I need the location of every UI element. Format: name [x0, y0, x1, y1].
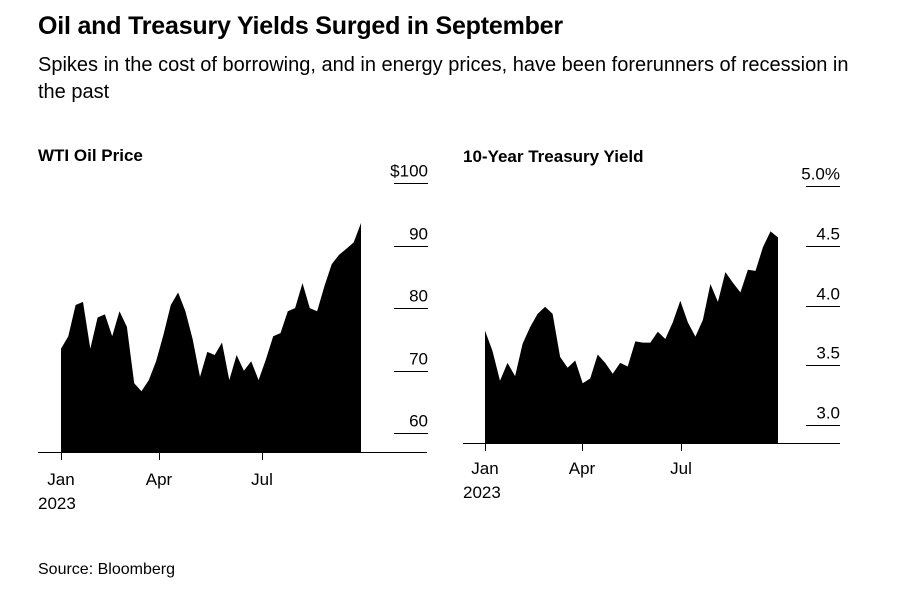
- oil-y-tick-label-1: 90: [409, 225, 428, 244]
- oil-x-year-label: 2023: [38, 494, 76, 513]
- treasury-gridlines: [806, 186, 840, 426]
- ty-y-tick-label-4: 3.0: [816, 404, 840, 423]
- oil-x-tick-label-1: Apr: [146, 470, 173, 489]
- oil-x-tick-label-2: Jul: [251, 470, 273, 489]
- chart-title: Oil and Treasury Yields Surged in Septem…: [38, 12, 563, 40]
- ty-x-tick-label-0: Jan: [471, 459, 498, 478]
- oil-y-axis: $100 90 80 70 60: [390, 162, 428, 431]
- ty-y-tick-label-3: 3.5: [816, 344, 840, 363]
- oil-y-tick-label-3: 70: [409, 350, 428, 369]
- ty-y-tick-label-0: 5.0%: [801, 165, 840, 184]
- source-note: Source: Bloomberg: [38, 561, 175, 578]
- ty-x-year-label: 2023: [463, 483, 501, 502]
- oil-y-tick-label-0: $100: [390, 162, 428, 181]
- treasury-y-axis: 5.0% 4.5 4.0 3.5 3.0: [801, 165, 840, 423]
- ty-x-tick-label-2: Jul: [670, 459, 692, 478]
- oil-y-tick-label-2: 80: [409, 287, 428, 306]
- oil-x-ticks: Jan Apr Jul 2023: [38, 452, 273, 513]
- oil-price-area: [61, 223, 361, 452]
- treasury-yield-area: [485, 231, 778, 443]
- ty-x-tick-label-1: Apr: [569, 459, 596, 478]
- oil-y-tick-label-4: 60: [409, 412, 428, 431]
- chart-subtitle: Spikes in the cost of borrowing, and in …: [38, 54, 849, 103]
- treasury-x-ticks: Jan Apr Jul 2023: [463, 443, 692, 502]
- oil-panel-title: WTI Oil Price: [38, 146, 143, 165]
- oil-x-tick-label-0: Jan: [47, 470, 74, 489]
- oil-gridlines: [394, 183, 428, 434]
- treasury-panel-title: 10-Year Treasury Yield: [463, 147, 644, 166]
- ty-y-tick-label-2: 4.0: [816, 285, 840, 304]
- ty-y-tick-label-1: 4.5: [816, 225, 840, 244]
